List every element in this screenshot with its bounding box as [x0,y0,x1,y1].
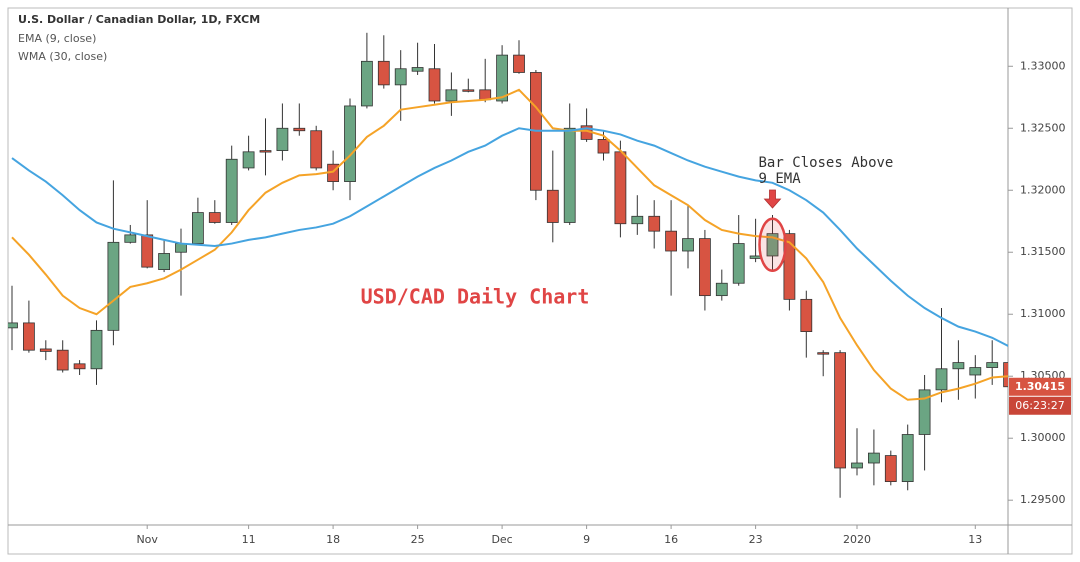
overlay: 1.295001.300001.305001.310001.315001.320… [136,59,1071,546]
candle-body [360,60,373,107]
x-tick-label: Nov [136,533,158,546]
candle-body [39,348,52,352]
x-tick-label: 9 [583,533,590,546]
candle-body [225,158,238,223]
candle-body [715,282,728,297]
y-tick-label: 1.32000 [1020,183,1066,196]
candle-body [1003,362,1008,388]
legend-entry: EMA (9, close) [18,32,96,45]
candle-body [766,233,779,257]
candle-body [699,238,711,297]
candle-body [22,322,35,351]
legend-entry: WMA (30, close) [18,50,107,63]
countdown-tag [1009,396,1071,415]
candle-body [411,67,424,72]
candle-body [614,151,627,225]
y-tick-label: 1.33000 [1020,59,1066,72]
candle-body [851,462,863,469]
y-tick-label: 1.30000 [1020,431,1066,444]
candle-body [648,215,661,232]
chart-title: U.S. Dollar / Canadian Dollar, 1D, FXCM [18,13,260,26]
candle-body [986,362,999,368]
candle-body [597,139,610,154]
candle-body [732,243,745,284]
candle-body [834,352,846,469]
chart-label: USD/CAD Daily Chart [361,285,590,309]
annotation-text: Bar Closes Above [759,155,894,171]
candle-body [496,54,509,102]
x-tick-label: Dec [491,533,512,546]
candle-body [682,238,694,252]
candle-body [141,234,154,268]
y-tick-label: 1.31500 [1020,245,1066,258]
highlight-circle [758,217,787,273]
candle-body [884,455,897,483]
candle-body [56,349,69,371]
candle-body [445,89,458,102]
countdown-label: 06:23:27 [1015,399,1064,412]
candle-body [175,243,187,253]
candle-body [901,434,914,483]
candle-body [513,54,525,73]
candle-body [377,60,390,86]
last-price-label: 1.30415 [1015,380,1065,393]
candle-body [191,212,204,244]
candle-body [124,234,137,243]
last-price-tag [1009,377,1071,396]
x-tick-label: 13 [968,533,982,546]
candle-body [107,241,120,331]
candle-body [8,322,18,329]
indicator-line [11,88,1008,401]
candle-body [344,105,356,182]
candle-body [208,212,221,223]
y-tick-label: 1.29500 [1020,493,1066,506]
candle-body [563,127,576,223]
x-tick-label: 25 [411,533,425,546]
candle-body [817,352,830,355]
candle-body [242,151,255,169]
x-tick-label: 16 [664,533,678,546]
candle-body [293,127,306,132]
candle-body [952,362,965,370]
candle-body [868,452,880,464]
candle-body [631,215,644,225]
candle-body [462,89,475,92]
plot-area [8,32,1008,498]
indicator-line [11,127,1008,348]
annotation-text: 9 EMA [759,171,802,187]
candle-body [783,233,796,300]
candle-body [749,255,762,259]
y-tick-label: 1.32500 [1020,121,1066,134]
candle-body [158,253,171,270]
x-tick-label: 18 [326,533,340,546]
candle-body [259,150,272,153]
candle-body [800,298,813,332]
candle-body [969,367,982,376]
candle-body [546,189,559,223]
candle-body [428,68,441,102]
y-tick-label: 1.31000 [1020,307,1066,320]
candle-body [310,130,323,169]
x-tick-label: 11 [242,533,256,546]
annotation-arrow [763,189,782,209]
candle-body [73,363,86,370]
x-tick-label: 2020 [843,533,871,546]
candle-body [918,389,931,435]
candle-body [935,368,948,391]
candle-body [665,230,677,252]
candle-body [276,127,289,151]
x-tick-label: 23 [749,533,763,546]
candle-body [394,68,407,86]
candle-body [90,329,103,370]
